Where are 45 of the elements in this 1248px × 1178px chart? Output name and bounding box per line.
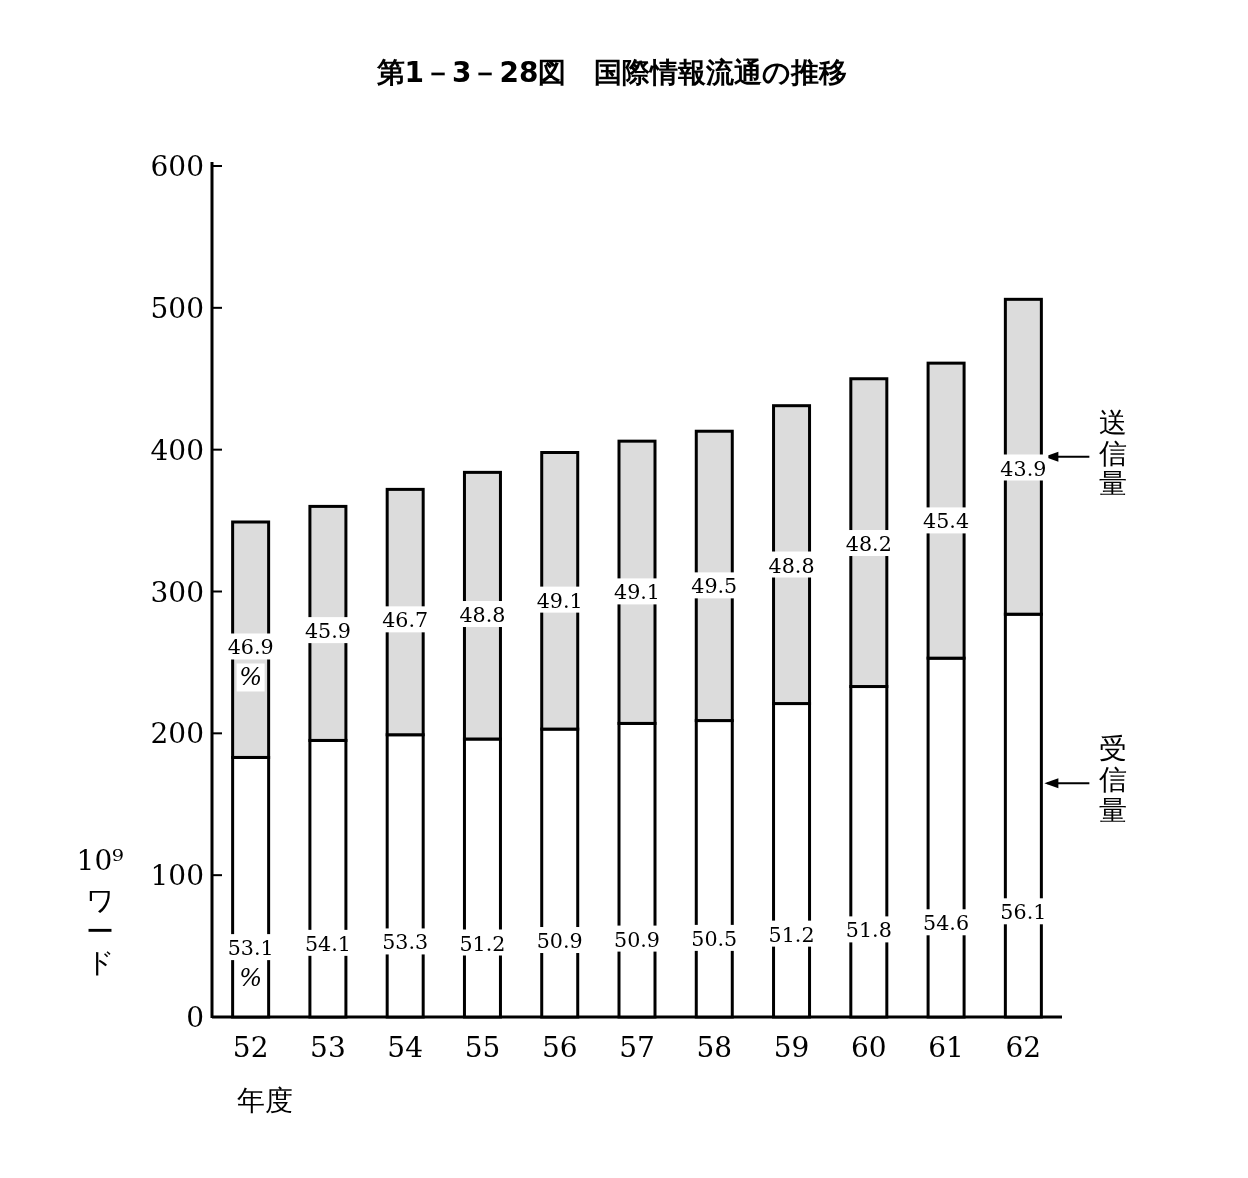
annotation: 48.8 — [768, 553, 816, 578]
x-tick-label: 62 — [1005, 1031, 1042, 1064]
annotation: 51.2 — [459, 931, 507, 956]
annotation: 53.3 — [382, 930, 429, 955]
y-tick-label: 300 — [150, 575, 204, 609]
annotation: 50.9 — [536, 929, 584, 954]
y-axis-title: 10⁹ワード — [76, 844, 124, 979]
y-tick-label: 500 — [150, 291, 204, 325]
legend-label: 送信量 — [1099, 405, 1128, 501]
annotation: 48.2 — [845, 532, 893, 557]
y-tick-label: 0 — [186, 1001, 204, 1034]
annotation: 53.1 % — [227, 936, 275, 993]
annotation: 45.4 — [923, 509, 970, 534]
annotation: 51.8 — [845, 918, 893, 943]
annotation: 49.1 — [536, 588, 584, 613]
annotation: 51.2 — [768, 922, 816, 947]
y-tick-label: 100 — [150, 859, 204, 893]
annotation: 46.9 % — [227, 635, 275, 692]
annotation: 48.8 — [459, 603, 507, 628]
x-tick-label: 52 — [232, 1031, 269, 1064]
y-tick-label: 600 — [150, 150, 204, 183]
legend-label: 受信量 — [1099, 732, 1128, 827]
annotation: 54.1 — [304, 931, 352, 956]
annotation: 45.9 — [304, 619, 352, 644]
chart-title: 第1－3－28図 国際情報流通の推移 — [375, 56, 848, 89]
x-tick-label: 61 — [928, 1031, 964, 1064]
x-axis-title: 年度 — [237, 1084, 293, 1117]
x-tick-label: 57 — [619, 1031, 655, 1064]
annotation: 56.1 — [1000, 900, 1048, 925]
x-tick-label: 54 — [387, 1031, 423, 1064]
y-tick-label: 200 — [150, 717, 204, 751]
x-tick-label: 59 — [773, 1031, 810, 1064]
x-tick-label: 56 — [541, 1031, 578, 1064]
annotation: 50.9 — [614, 927, 661, 952]
x-tick-label: 55 — [464, 1031, 501, 1064]
y-tick-label: 400 — [150, 433, 204, 467]
annotation: 50.5 — [691, 926, 739, 951]
annotation: 49.5 — [691, 574, 739, 599]
annotation: 49.1 — [614, 580, 661, 605]
annotation: 43.9 — [1000, 456, 1048, 481]
x-tick-label: 60 — [851, 1031, 887, 1064]
x-tick-label: 53 — [310, 1031, 346, 1064]
annotation: 54.6 — [923, 911, 970, 936]
x-tick-label: 58 — [696, 1031, 733, 1064]
annotation: 46.7 — [382, 608, 429, 633]
